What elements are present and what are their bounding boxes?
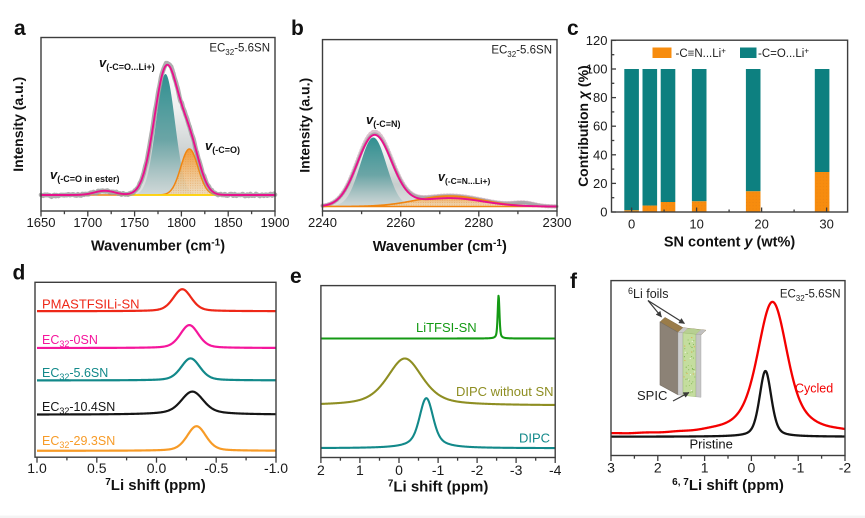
svg-text:Intensity (a.u.): Intensity (a.u.) (297, 78, 313, 173)
svg-text:-1.0: -1.0 (264, 460, 288, 476)
svg-text:2: 2 (317, 462, 325, 478)
svg-text:-2: -2 (471, 462, 484, 478)
svg-text:Cycled: Cycled (795, 382, 833, 396)
svg-text:Wavenumber (cm-1): Wavenumber (cm-1) (373, 238, 507, 255)
svg-text:2300: 2300 (543, 215, 572, 230)
svg-text:1650: 1650 (27, 215, 56, 230)
svg-text:a: a (14, 17, 26, 40)
svg-text:PMASTFSILi-SN: PMASTFSILi-SN (42, 297, 140, 312)
svg-text:40: 40 (593, 147, 607, 162)
svg-text:10: 10 (689, 217, 703, 232)
svg-text:6, 7Li shift (ppm): 6, 7Li shift (ppm) (672, 477, 784, 494)
svg-text:c: c (567, 17, 579, 40)
svg-text:SN content y (wt%): SN content y (wt%) (664, 235, 795, 251)
svg-text:100: 100 (586, 62, 608, 77)
svg-text:-1: -1 (432, 462, 445, 478)
svg-text:Wavenumber (cm-1): Wavenumber (cm-1) (91, 238, 225, 255)
svg-text:EC32-5.6SN: EC32-5.6SN (209, 43, 270, 58)
svg-text:2: 2 (654, 460, 662, 476)
svg-text:120: 120 (586, 33, 608, 48)
svg-text:-2: -2 (839, 460, 852, 476)
svg-text:60: 60 (593, 119, 607, 134)
svg-text:e: e (290, 265, 302, 288)
svg-text:-4: -4 (549, 462, 562, 478)
svg-text:-0.5: -0.5 (204, 460, 228, 476)
svg-text:EC32-0SN: EC32-0SN (42, 333, 98, 349)
svg-text:1: 1 (356, 462, 364, 478)
svg-text:-3: -3 (510, 462, 523, 478)
svg-text:Contribution χ (%): Contribution χ (%) (575, 65, 591, 187)
svg-text:1.0: 1.0 (27, 460, 47, 476)
svg-text:d: d (13, 262, 26, 285)
svg-text:1850: 1850 (214, 215, 243, 230)
svg-text:-C=O...Li+: -C=O...Li+ (758, 47, 809, 61)
svg-text:0: 0 (748, 460, 756, 476)
svg-text:b: b (291, 17, 304, 40)
svg-text:Intensity (a.u.): Intensity (a.u.) (10, 77, 26, 172)
svg-text:Pristine: Pristine (690, 437, 733, 452)
svg-text:6Li foils: 6Li foils (628, 286, 668, 301)
svg-text:2280: 2280 (464, 215, 493, 230)
svg-text:0: 0 (628, 217, 635, 232)
svg-text:-C≡N...Li+: -C≡N...Li+ (676, 47, 727, 61)
svg-text:EC32-5.6SN: EC32-5.6SN (42, 366, 108, 382)
svg-text:7Li shift (ppm): 7Li shift (ppm) (105, 477, 206, 494)
svg-text:0.5: 0.5 (87, 460, 107, 476)
svg-text:80: 80 (593, 90, 607, 105)
svg-text:f: f (570, 270, 578, 293)
svg-text:EC32-10.4SN: EC32-10.4SN (42, 400, 115, 416)
svg-text:1800: 1800 (167, 215, 196, 230)
svg-text:2260: 2260 (386, 215, 415, 230)
svg-text:0.0: 0.0 (147, 460, 167, 476)
svg-text:EC32-29.3SN: EC32-29.3SN (42, 434, 115, 450)
svg-text:20: 20 (754, 217, 768, 232)
svg-text:20: 20 (593, 176, 607, 191)
svg-text:SPIC: SPIC (637, 388, 667, 403)
svg-text:LiTFSI-SN: LiTFSI-SN (416, 320, 477, 335)
svg-text:DIPC without SN: DIPC without SN (456, 384, 554, 399)
svg-text:1700: 1700 (73, 215, 102, 230)
svg-text:0: 0 (600, 205, 607, 220)
svg-text:1750: 1750 (120, 215, 149, 230)
svg-text:0: 0 (395, 462, 403, 478)
svg-text:2240: 2240 (308, 215, 337, 230)
svg-text:7Li shift (ppm): 7Li shift (ppm) (388, 479, 489, 496)
svg-text:EC32-5.6SN: EC32-5.6SN (780, 289, 841, 304)
svg-text:DIPC: DIPC (519, 431, 550, 446)
svg-text:EC32-5.6SN: EC32-5.6SN (491, 45, 552, 60)
svg-text:3: 3 (607, 460, 615, 476)
svg-text:-1: -1 (792, 460, 805, 476)
svg-text:30: 30 (819, 217, 833, 232)
svg-text:1900: 1900 (261, 215, 290, 230)
svg-text:1: 1 (701, 460, 709, 476)
